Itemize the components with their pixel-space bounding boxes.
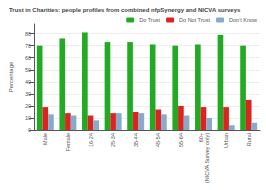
svg-text:Do Trust: Do Trust [139,17,160,23]
svg-text:60: 60 [25,55,31,61]
svg-text:Percentage: Percentage [8,61,14,92]
svg-text:Trust in Charities: people pro: Trust in Charities: people profiles from… [9,7,241,13]
svg-text:Female: Female [65,133,71,151]
svg-text:20: 20 [25,103,31,109]
svg-text:Don't Know: Don't Know [229,17,257,23]
svg-text:0: 0 [28,127,31,133]
svg-text:55-64: 55-64 [178,133,184,147]
svg-text:50: 50 [25,67,31,73]
svg-text:Male: Male [42,133,48,145]
svg-text:Rural: Rural [246,133,252,146]
svg-text:80: 80 [25,31,31,37]
svg-text:60+: 60+ [197,133,204,143]
svg-text:Do Not Trust: Do Not Trust [179,17,210,23]
svg-text:Urban: Urban [223,133,229,148]
svg-text:25-34: 25-34 [110,133,116,147]
svg-text:35-44: 35-44 [133,133,139,147]
svg-text:70: 70 [25,43,31,49]
svg-text:45-54: 45-54 [155,133,161,147]
svg-text:(NICVA Survey only): (NICVA Survey only) [204,133,210,183]
svg-text:16-24: 16-24 [88,133,94,147]
svg-text:40: 40 [25,79,31,85]
svg-text:30: 30 [25,91,31,97]
svg-text:10: 10 [25,115,31,121]
